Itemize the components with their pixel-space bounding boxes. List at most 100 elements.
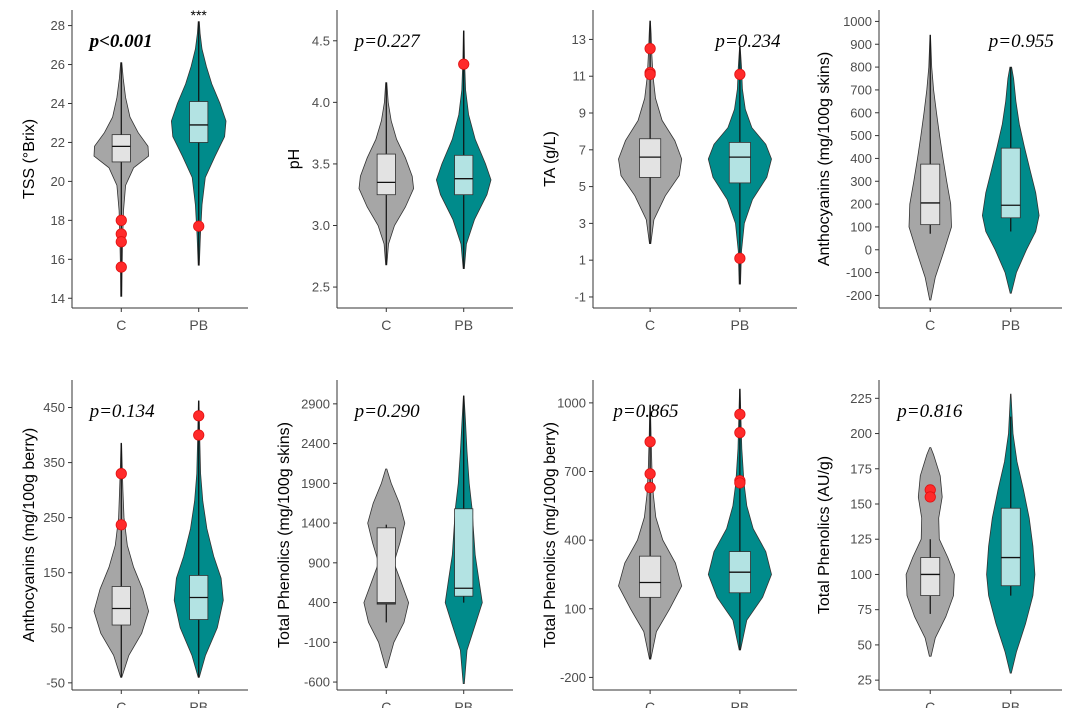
x-tick-label: PB bbox=[454, 699, 473, 708]
y-tick-label: 22 bbox=[51, 135, 65, 150]
p-value-label: p=0.955 bbox=[987, 31, 1054, 52]
x-tick-label: C bbox=[925, 699, 935, 708]
y-axis-title: Anthocyanins (mg/100g skins) bbox=[816, 52, 833, 266]
y-tick-label: 1 bbox=[579, 253, 586, 268]
p-value-label: p<0.001 bbox=[88, 31, 153, 52]
y-tick-label: 7 bbox=[579, 142, 586, 157]
box-C bbox=[376, 527, 396, 605]
y-tick-label: 5 bbox=[579, 179, 586, 194]
p-value-label: p=0.290 bbox=[353, 401, 421, 422]
y-tick-label: 350 bbox=[43, 455, 65, 470]
outlier-point bbox=[193, 429, 205, 441]
box-PB bbox=[454, 508, 474, 597]
significance-stars: *** bbox=[191, 7, 208, 23]
y-tick-label: 700 bbox=[850, 82, 872, 97]
box-C bbox=[639, 555, 662, 598]
x-tick-label: C bbox=[116, 317, 126, 333]
x-tick-label: PB bbox=[189, 317, 208, 333]
y-tick-label: 4.0 bbox=[312, 95, 330, 110]
outlier-point bbox=[644, 481, 656, 494]
panel-5: -50 50 150 250 350 450 Anthocyanins (mg/100g b… bbox=[21, 380, 248, 708]
panel-8: 25 50 75 100 125 150 175 200 225 Total Phenolics … bbox=[816, 380, 1062, 708]
y-tick-label: 28 bbox=[51, 18, 65, 33]
box-C bbox=[920, 557, 941, 596]
y-tick-label: 100 bbox=[850, 567, 872, 582]
y-tick-label: 75 bbox=[858, 602, 872, 617]
outlier-point bbox=[734, 68, 746, 80]
box-PB bbox=[1000, 147, 1021, 219]
p-value-label: p=0.234 bbox=[713, 31, 781, 52]
y-tick-label: 20 bbox=[51, 174, 65, 189]
x-tick-label: C bbox=[116, 699, 126, 708]
y-tick-label: 225 bbox=[850, 391, 872, 406]
outlier-point bbox=[644, 436, 656, 448]
outlier-point bbox=[644, 43, 656, 55]
panel-7: -200 100 400 700 1000 Total Phenolics (mg/100… bbox=[542, 380, 797, 708]
y-tick-label: -100 bbox=[846, 265, 872, 280]
y-tick-label: 25 bbox=[858, 673, 872, 688]
y-axis-title: TSS (°Brix) bbox=[21, 119, 38, 199]
y-tick-label: 400 bbox=[564, 533, 586, 548]
y-tick-label: 900 bbox=[850, 37, 872, 52]
y-tick-label: 2.5 bbox=[312, 280, 330, 295]
y-tick-label: 200 bbox=[850, 197, 872, 212]
p-value-label: p=0.134 bbox=[88, 401, 156, 422]
y-tick-label: 16 bbox=[51, 252, 65, 267]
outlier-point bbox=[115, 261, 127, 273]
y-tick-label: 200 bbox=[850, 426, 872, 441]
box-PB bbox=[454, 154, 474, 196]
y-tick-label: 125 bbox=[850, 532, 872, 547]
y-tick-label: 1000 bbox=[843, 14, 872, 29]
outlier-point bbox=[458, 58, 470, 70]
p-value-label: p=0.816 bbox=[895, 401, 963, 422]
y-tick-label: 18 bbox=[51, 213, 65, 228]
y-tick-label: 3.0 bbox=[312, 218, 330, 233]
x-tick-label: PB bbox=[1001, 317, 1020, 333]
y-tick-label: 9 bbox=[579, 106, 586, 121]
box-PB bbox=[728, 142, 751, 184]
x-tick-label: PB bbox=[731, 699, 750, 708]
y-tick-label: 3 bbox=[579, 216, 586, 231]
y-tick-label: 2400 bbox=[301, 436, 330, 451]
p-value-label: p=0.865 bbox=[611, 401, 678, 422]
outlier-point bbox=[115, 519, 127, 531]
y-tick-label: 450 bbox=[43, 400, 65, 415]
y-tick-label: 3.5 bbox=[312, 156, 330, 171]
box-C bbox=[111, 586, 131, 626]
y-tick-label: 26 bbox=[51, 57, 65, 72]
y-tick-label: -100 bbox=[304, 635, 330, 650]
y-tick-label: -200 bbox=[846, 288, 872, 303]
y-axis-title: Total Phenolics (mg/100g skins) bbox=[276, 422, 293, 648]
y-tick-label: -1 bbox=[574, 289, 586, 304]
outlier-point bbox=[115, 236, 127, 248]
x-tick-label: C bbox=[645, 317, 655, 333]
panel-1: 14 16 18 20 22 24 26 28 TSS (°Brix) C PB p<0.001 *** bbox=[21, 7, 248, 333]
y-tick-label: 1400 bbox=[301, 516, 330, 531]
box-PB bbox=[189, 101, 209, 143]
y-tick-label: -600 bbox=[304, 675, 330, 690]
x-tick-label: PB bbox=[731, 317, 750, 333]
box-C bbox=[920, 163, 941, 226]
x-tick-label: C bbox=[381, 699, 391, 708]
outlier-point bbox=[734, 427, 746, 439]
y-tick-label: 50 bbox=[858, 637, 872, 652]
y-tick-label: 0 bbox=[865, 242, 872, 257]
y-tick-label: 175 bbox=[850, 461, 872, 476]
y-tick-label: 50 bbox=[51, 620, 65, 635]
y-tick-label: 150 bbox=[850, 497, 872, 512]
outlier-point bbox=[193, 220, 205, 232]
outlier-point bbox=[644, 68, 656, 80]
box-C bbox=[376, 153, 396, 196]
y-tick-label: 700 bbox=[564, 464, 586, 479]
y-tick-label: 400 bbox=[308, 595, 330, 610]
y-axis-title: Total Phenolics (AU/g) bbox=[816, 456, 833, 614]
x-tick-label: PB bbox=[1001, 699, 1020, 708]
y-tick-label: 24 bbox=[51, 96, 65, 111]
y-tick-label: 500 bbox=[850, 128, 872, 143]
x-tick-label: PB bbox=[454, 317, 473, 333]
x-tick-label: C bbox=[925, 317, 935, 333]
y-tick-label: 600 bbox=[850, 105, 872, 120]
panel-6: -600 -100 400 900 1400 1900 2400 2900 Total Phen… bbox=[276, 380, 513, 708]
